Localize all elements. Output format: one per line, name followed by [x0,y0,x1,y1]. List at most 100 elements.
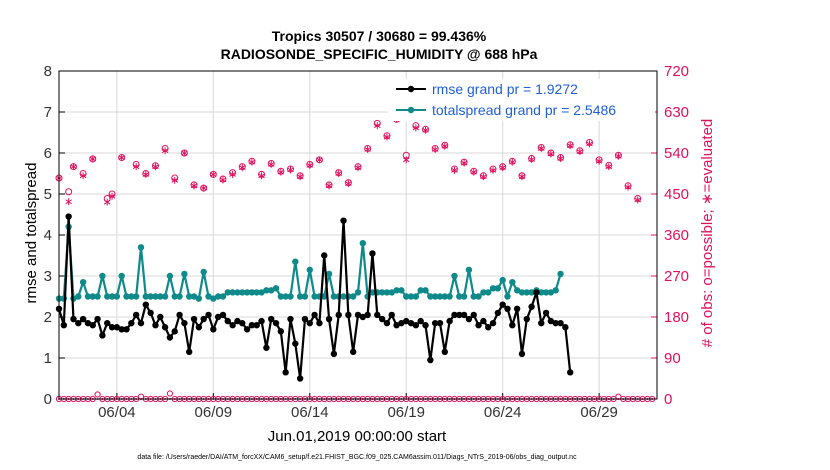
rmse-point [364,312,370,318]
legend: rmse grand pr = 1.9272 totalspread grand… [388,79,655,121]
rmse-point [133,312,139,318]
chart-title-line1: Tropics 30507 / 30680 = 99.436% [272,28,487,44]
totalspread-point [167,273,173,279]
rmse-point [143,302,149,308]
right-tick-label: 450 [664,186,689,203]
totalspread-point [451,273,457,279]
rmse-point [533,289,539,295]
x-tick-label: 06/19 [387,404,425,421]
rmse-point [278,328,284,334]
footnote: data file: /Users/raeder/DAI/ATM_forcXX/… [137,454,577,461]
legend-spread-label: totalspread grand pr = 2.5486 [432,102,616,118]
left-axis-label: rmse and totalspread [23,163,40,304]
totalspread-point [422,287,428,293]
rmse-point [422,322,428,328]
rmse-point [471,312,477,318]
totalspread-point [75,293,81,299]
left-tick-label: 7 [44,104,52,121]
totalspread-point [287,293,293,299]
rmse-point [147,310,153,316]
right-tick-label: 360 [664,227,689,244]
rmse-point [311,312,317,318]
rmse-point [99,332,105,338]
rmse-point [210,326,216,332]
rmse-point [567,369,573,375]
totalspread-point [553,287,559,293]
right-tick-label: 630 [664,104,689,121]
rmse-point [307,320,313,326]
totalspread-point [499,277,505,283]
right-tick-label: 90 [664,350,681,367]
x-tick-label: 06/24 [484,404,522,421]
totalspread-point [307,267,313,273]
rmse-point [316,320,322,326]
rmse-point [495,310,501,316]
rmse-point [384,320,390,326]
totalspread-point [94,293,100,299]
right-tick-label: 180 [664,309,689,326]
rmse-point [562,324,568,330]
rmse-point [263,345,269,351]
left-tick-label: 2 [44,309,52,326]
rmse-point [162,324,168,330]
rmse-point [331,351,337,357]
rmse-point [181,320,187,326]
legend-rmse-marker [408,86,414,92]
rmse-point [350,349,356,355]
chart: Tropics 30507 / 30680 = 99.436% RADIOSON… [0,0,830,470]
left-tick-label: 6 [44,145,52,162]
rmse-point [128,320,134,326]
rmse-point [297,375,303,381]
rmse-point [282,369,288,375]
rmse-point [369,250,375,256]
totalspread-point [495,285,501,291]
totalspread-point [461,293,467,299]
rmse-point [509,322,515,328]
totalspread-point [557,271,563,277]
totalspread-point [292,258,298,264]
totalspread-point [413,293,419,299]
rmse-point [123,326,129,332]
rmse-point [490,320,496,326]
rmse-point [514,306,520,312]
rmse-point [345,312,351,318]
x-tick-label: 06/04 [98,404,136,421]
rmse-point [65,213,71,219]
rmse-point [480,318,486,324]
rmse-point [446,318,452,324]
totalspread-point [360,240,366,246]
left-tick-label: 0 [44,391,52,408]
rmse-point [528,304,534,310]
rmse-point [205,312,211,318]
rmse-point [138,320,144,326]
rmse-point [524,316,530,322]
totalspread-point [302,293,308,299]
rmse-point [61,322,67,328]
rmse-point [172,328,178,334]
totalspread-point [162,293,168,299]
rmse-point [326,316,332,322]
chart-title-line2: RADIOSONDE_SPECIFIC_HUMIDITY @ 688 hPa [221,46,538,62]
rmse-point [94,316,100,322]
rmse-point [504,306,510,312]
right-tick-label: 720 [664,63,689,80]
rmse-point [287,316,293,322]
rmse-point [176,312,182,318]
totalspread-point [355,289,361,295]
rmse-point [336,312,342,318]
rmse-point [538,320,544,326]
totalspread-point [118,273,124,279]
rmse-point [196,324,202,330]
legend-spread-marker [408,107,414,113]
totalspread-point [181,271,187,277]
rmse-point [543,310,549,316]
x-tick-label: 06/09 [195,404,233,421]
rmse-point [90,322,96,328]
totalspread-point [509,279,515,285]
rmse-point [292,340,298,346]
totalspread-point [133,293,139,299]
totalspread-point [138,244,144,250]
rmse-point [157,314,163,320]
rmse-point [186,349,192,355]
rmse-point [442,349,448,355]
